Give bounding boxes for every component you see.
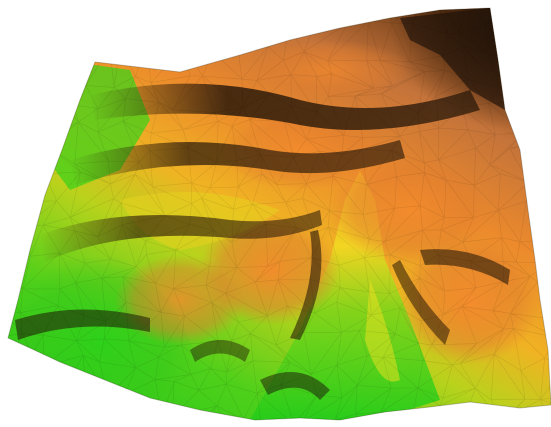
terrain-render-canvas bbox=[7, 7, 551, 421]
terrain-mesh-image bbox=[7, 7, 551, 421]
terrain-surface bbox=[8, 8, 551, 420]
